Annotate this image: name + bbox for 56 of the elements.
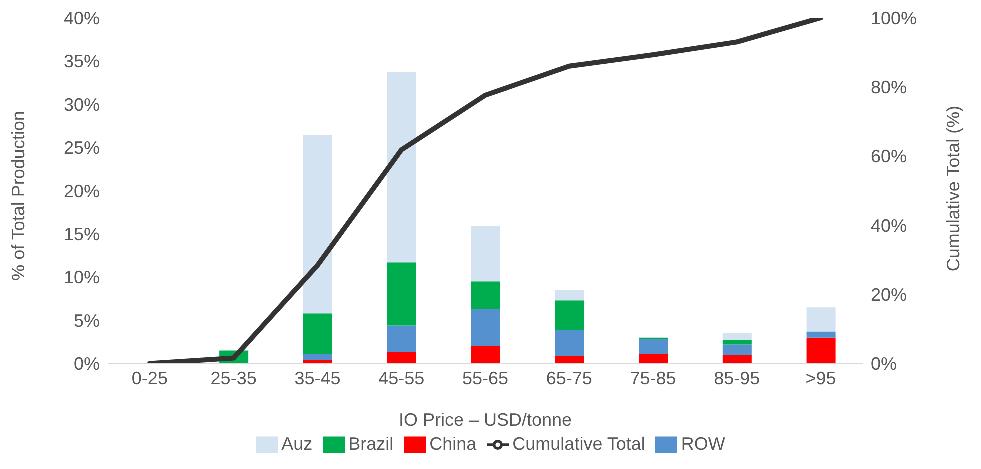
y-tick-label: 35% <box>64 52 100 72</box>
y2-tick-label: 20% <box>871 284 908 305</box>
bar <box>471 226 500 282</box>
legend-label: Auz <box>282 434 313 454</box>
bar <box>387 72 416 263</box>
x-axis-title: IO Price – USD/tonne <box>398 410 572 430</box>
y-tick-label: 0% <box>74 354 100 374</box>
y2-axis-title: Cumulative Total (%) <box>943 106 964 272</box>
legend-label: China <box>430 434 477 454</box>
y-axis-title: % of Total Production <box>8 111 28 281</box>
bar <box>806 308 836 332</box>
bar <box>722 355 752 364</box>
y-tick-label: 15% <box>64 224 100 244</box>
bar <box>722 333 752 340</box>
x-tick-label: 65-75 <box>546 368 592 389</box>
bar <box>639 354 668 364</box>
y-tick-label: 40% <box>64 8 100 28</box>
x-tick-label: 35-45 <box>294 368 341 389</box>
bar <box>639 340 668 354</box>
bar <box>722 340 752 345</box>
bar <box>555 330 584 356</box>
bar <box>303 136 332 314</box>
x-tick-label: 55-65 <box>462 368 509 389</box>
y-tick-label: 30% <box>64 94 100 115</box>
bar <box>806 338 836 364</box>
bar <box>555 356 584 364</box>
y-tick-label: 20% <box>64 181 100 202</box>
legend-label: Brazil <box>348 434 394 454</box>
x-tick-label: 0-25 <box>132 368 168 389</box>
x-tick-label: >95 <box>806 368 836 389</box>
x-tick-label: 85-95 <box>714 368 760 389</box>
bar <box>722 344 752 356</box>
bar <box>387 262 416 326</box>
x-tick-label: 45-55 <box>378 368 425 389</box>
bar <box>471 282 500 310</box>
bar <box>387 352 416 364</box>
y-tick-label: 10% <box>64 268 100 288</box>
y2-tick-label: 60% <box>871 146 908 167</box>
x-tick-label: 75-85 <box>630 368 676 389</box>
y2-tick-label: 40% <box>871 216 908 236</box>
legend-label: ROW <box>681 434 726 454</box>
bar <box>303 314 332 354</box>
bar <box>471 309 500 346</box>
bar <box>387 326 416 353</box>
bar <box>303 354 332 360</box>
bar <box>471 346 500 364</box>
legend-label: Cumulative Total <box>512 434 646 454</box>
x-tick-label: 25-35 <box>210 368 257 389</box>
bar <box>555 300 584 330</box>
y2-tick-label: 80% <box>871 78 908 98</box>
y2-tick-label: 0% <box>871 354 898 374</box>
y2-tick-label: 100% <box>871 8 918 28</box>
y-tick-label: 25% <box>64 138 100 158</box>
bar <box>806 332 836 338</box>
y-tick-label: 5% <box>74 310 100 331</box>
bar <box>555 290 584 301</box>
